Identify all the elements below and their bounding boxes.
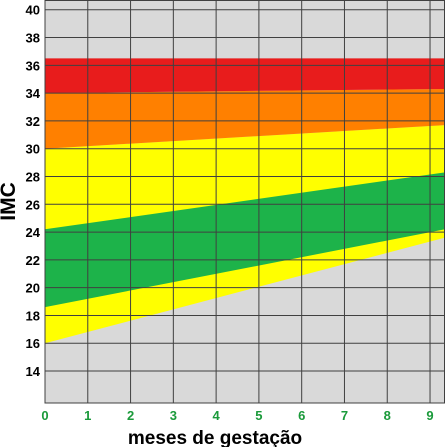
y-tick-label: 34 [26,86,41,101]
y-tick-label: 32 [26,114,40,129]
x-axis-ticks: 0 1 2 3 4 5 6 7 8 9 [41,408,433,423]
x-tick-label: 0 [41,408,48,423]
band-2 [45,88,445,149]
x-tick-label: 6 [298,408,305,423]
y-tick-label: 28 [26,169,40,184]
band-1 [45,172,445,308]
grid-layer [44,0,445,403]
y-tick-label: 18 [26,308,40,323]
y-tick-label: 38 [26,31,40,46]
y-tick-label: 24 [26,225,41,240]
y-tick-label: 20 [26,281,40,296]
y-axis-ticks: 14 16 18 20 22 24 26 28 30 32 34 36 38 40 [26,3,41,379]
y-tick-label: 22 [26,253,40,268]
x-tick-label: 5 [255,408,262,423]
x-tick-label: 1 [84,408,91,423]
x-axis-label: meses de gestação [128,428,302,447]
x-tick-label: 8 [384,408,391,423]
band-3 [45,58,445,94]
y-tick-label: 36 [26,58,40,73]
y-tick-label: 16 [26,336,40,351]
y-tick-label: 40 [26,3,40,18]
y-tick-label: 14 [26,364,41,379]
x-tick-label: 2 [127,408,134,423]
y-tick-label: 30 [26,142,40,157]
bands-layer [45,58,445,344]
x-tick-label: 9 [426,408,433,423]
x-tick-label: 3 [170,408,177,423]
y-tick-label: 26 [26,197,40,212]
x-tick-label: 7 [341,408,348,423]
x-tick-label: 4 [213,408,221,423]
y-axis-label: IMC [0,182,20,221]
